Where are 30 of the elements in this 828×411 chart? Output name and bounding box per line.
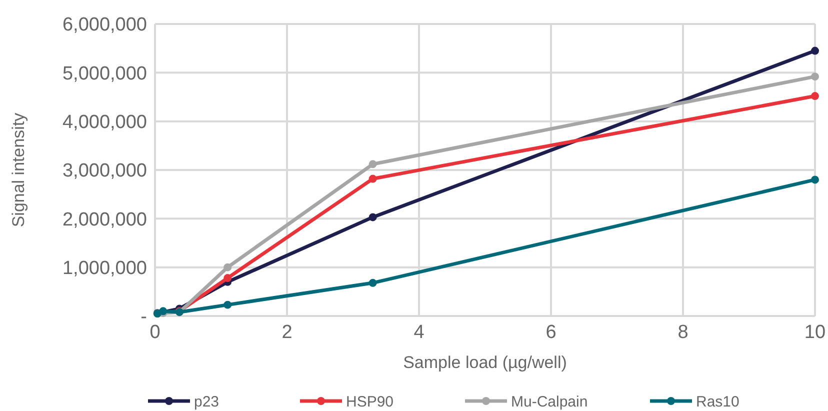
y-tick-label: 5,000,000 — [62, 63, 147, 84]
point — [368, 213, 377, 222]
point — [224, 263, 232, 272]
x-axis-title: Sample load (µg/well) — [403, 353, 567, 372]
point — [368, 160, 377, 168]
y-tick-label: 4,000,000 — [62, 112, 147, 133]
legend-label: HSP90 — [346, 393, 394, 410]
y-axis-title: Signal intensity — [9, 112, 28, 228]
point — [811, 46, 819, 55]
y-tick-label: - — [140, 306, 147, 328]
y-tick-label: 2,000,000 — [62, 209, 147, 230]
point — [811, 92, 819, 100]
point — [811, 72, 819, 81]
point — [224, 274, 232, 282]
y-tick-label: 6,000,000 — [62, 14, 147, 36]
point — [368, 174, 377, 183]
legend-label: Mu-Calpain — [511, 393, 588, 410]
point — [811, 176, 819, 184]
point — [224, 300, 232, 309]
x-tick-label: 2 — [282, 322, 292, 343]
legend-label: Ras10 — [696, 393, 740, 410]
y-tick-label: 1,000,000 — [62, 258, 147, 279]
x-tick-label: 6 — [546, 322, 556, 343]
y-tick-label: 3,000,000 — [62, 160, 147, 182]
legend-label: p23 — [194, 393, 220, 410]
x-tick-label: 8 — [678, 322, 688, 343]
x-tick-label: 4 — [414, 322, 425, 343]
point — [368, 278, 377, 287]
x-tick-label: 10 — [804, 322, 826, 343]
x-tick-label: 0 — [150, 322, 160, 343]
